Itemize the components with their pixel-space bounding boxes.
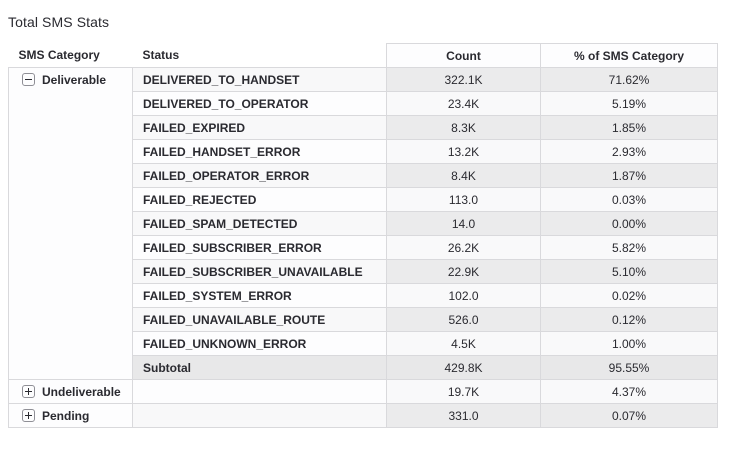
expand-plus-icon[interactable] [22, 409, 35, 422]
count-cell: 14.0 [386, 211, 541, 236]
count-cell: 113.0 [386, 187, 541, 212]
category-label: Undeliverable [42, 385, 121, 399]
count-cell: 26.2K [386, 235, 541, 260]
status-cell: FAILED_HANDSET_ERROR [132, 139, 387, 164]
table-row: Undeliverable 19.7K 4.37% [8, 379, 718, 404]
pct-cell: 1.85% [540, 115, 718, 140]
category-cell-deliverable[interactable]: Deliverable [8, 67, 133, 380]
pct-cell: 0.00% [540, 211, 718, 236]
count-cell: 526.0 [386, 307, 541, 332]
table-row: Pending 331.0 0.07% [8, 403, 718, 428]
pct-cell: 0.02% [540, 283, 718, 308]
pct-cell: 4.37% [540, 379, 718, 404]
status-cell: FAILED_SYSTEM_ERROR [132, 283, 387, 308]
subtotal-label-cell: Subtotal [132, 355, 387, 380]
count-cell: 4.5K [386, 331, 541, 356]
pct-cell: 71.62% [540, 67, 718, 92]
pct-cell: 5.82% [540, 235, 718, 260]
category-label: Deliverable [42, 73, 107, 87]
status-cell: DELIVERED_TO_HANDSET [132, 67, 387, 92]
category-label: Pending [42, 409, 90, 423]
pct-cell: 5.19% [540, 91, 718, 116]
status-cell: FAILED_UNAVAILABLE_ROUTE [132, 307, 387, 332]
count-cell: 322.1K [386, 67, 541, 92]
pct-cell: 0.07% [540, 403, 718, 428]
category-cell-pending[interactable]: Pending [8, 403, 133, 428]
collapse-minus-icon[interactable] [22, 73, 35, 86]
table-row: DELIVERED_TO_OPERATOR 23.4K 5.19% [9, 91, 718, 116]
table-row: FAILED_EXPIRED 8.3K 1.85% [9, 115, 718, 140]
count-cell: 8.4K [386, 163, 541, 188]
status-cell: FAILED_OPERATOR_ERROR [132, 163, 387, 188]
column-header-pct[interactable]: % of SMS Category [540, 43, 718, 68]
total-sms-stats-panel: Total SMS Stats SMS Category Status Coun… [8, 14, 718, 428]
count-cell: 331.0 [386, 403, 541, 428]
column-header-count[interactable]: Count [386, 43, 541, 68]
count-cell: 19.7K [386, 379, 541, 404]
status-cell: FAILED_REJECTED [132, 187, 387, 212]
pct-cell: 0.12% [540, 307, 718, 332]
status-cell: FAILED_SUBSCRIBER_ERROR [132, 235, 387, 260]
status-cell: FAILED_SPAM_DETECTED [132, 211, 387, 236]
table-row: FAILED_SUBSCRIBER_ERROR 26.2K 5.82% [9, 235, 718, 260]
panel-title: Total SMS Stats [8, 14, 110, 30]
status-cell: FAILED_UNKNOWN_ERROR [132, 331, 387, 356]
expand-plus-icon[interactable] [22, 385, 35, 398]
pct-cell: 5.10% [540, 259, 718, 284]
table-body: Deliverable DELIVERED_TO_HANDSET 322.1K 71.… [8, 67, 718, 428]
count-cell: 22.9K [386, 259, 541, 284]
table-row: Deliverable DELIVERED_TO_HANDSET 322.1K 71.… [8, 67, 718, 380]
pct-cell: 0.03% [540, 187, 718, 212]
pct-cell: 1.00% [540, 331, 718, 356]
table-row: FAILED_SYSTEM_ERROR 102.0 0.02% [9, 283, 718, 308]
status-cell [132, 403, 387, 428]
category-cell-undeliverable[interactable]: Undeliverable [8, 379, 133, 404]
table-row: FAILED_REJECTED 113.0 0.03% [9, 187, 718, 212]
status-cell: FAILED_EXPIRED [132, 115, 387, 140]
pct-cell: 1.87% [540, 163, 718, 188]
pct-cell: 2.93% [540, 139, 718, 164]
count-cell: 23.4K [386, 91, 541, 116]
header-row: SMS Category Status Count % of SMS Categ… [9, 43, 718, 68]
count-cell: 102.0 [386, 283, 541, 308]
column-header-status[interactable]: Status [142, 48, 180, 63]
sms-stats-table: SMS Category Status Count % of SMS Categ… [8, 43, 718, 428]
table-row: Subtotal 429.8K 95.55% [9, 355, 718, 380]
column-header-sms-category[interactable]: SMS Category [18, 48, 100, 63]
pct-cell: 95.55% [540, 355, 718, 380]
status-cell: FAILED_SUBSCRIBER_UNAVAILABLE [132, 259, 387, 284]
status-cell: DELIVERED_TO_OPERATOR [132, 91, 387, 116]
table-row: FAILED_OPERATOR_ERROR 8.4K 1.87% [9, 163, 718, 188]
count-cell: 8.3K [386, 115, 541, 140]
status-cell [132, 379, 387, 404]
count-cell: 429.8K [386, 355, 541, 380]
table-row: FAILED_SUBSCRIBER_UNAVAILABLE 22.9K 5.10% [9, 259, 718, 284]
table-row: FAILED_HANDSET_ERROR 13.2K 2.93% [9, 139, 718, 164]
count-cell: 13.2K [386, 139, 541, 164]
table-row: FAILED_UNKNOWN_ERROR 4.5K 1.00% [9, 331, 718, 356]
